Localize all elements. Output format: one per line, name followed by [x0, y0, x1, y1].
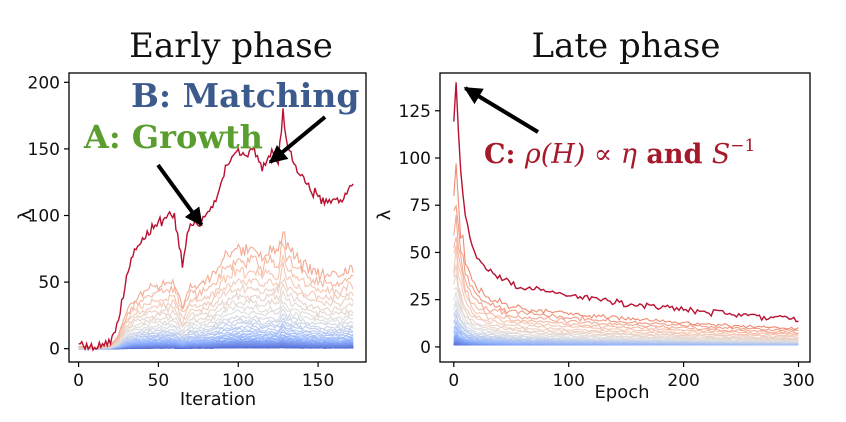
late-phase-arrows: [463, 86, 540, 134]
late-y-tick-label: 100: [399, 149, 431, 169]
late-series-line: [453, 286, 799, 341]
late-phase-y-label: λ: [374, 209, 395, 220]
late-series-line: [453, 204, 799, 332]
late-annotation-arrow: [463, 86, 540, 134]
late-phase-x-label: Epoch: [594, 382, 649, 403]
late-x-tick-label: 100: [552, 371, 584, 391]
early-series-line: [78, 240, 354, 349]
early-series-line: [78, 108, 354, 352]
annotation-c-formula: ρ(H) ∝ η: [524, 139, 637, 170]
late-x-tick-label: 200: [667, 371, 699, 391]
annotation-c-and: and: [637, 139, 712, 170]
late-series-line: [453, 247, 799, 339]
late-phase-panel: Late phase 0 100 200 300 0 25 50 75 100 125 Epoch…: [374, 26, 815, 403]
late-y-tick-label: 0: [420, 338, 431, 358]
early-y-tick-label: 50: [38, 273, 60, 293]
annotation-c-prefix: C:: [484, 139, 525, 170]
late-y-tick-label: 25: [409, 291, 431, 311]
annotation-c-s: S: [712, 139, 731, 170]
late-phase-lines: [453, 82, 799, 346]
late-phase-axes-frame: [439, 72, 811, 363]
annotation-c-label: C: ρ(H) ∝ η and S−1: [484, 136, 755, 170]
late-series-line: [453, 245, 799, 337]
early-series-line: [78, 298, 354, 349]
late-series-line: [453, 82, 799, 323]
early-phase-axes-frame: [68, 72, 367, 363]
early-y-tick-label: 0: [49, 340, 60, 360]
early-phase-arrows: [156, 115, 327, 227]
early-phase-y-label: λ: [15, 209, 36, 220]
early-phase-ticks: 0 50 100 150 0 50 100 150 200: [28, 73, 335, 391]
early-x-tick-label: 150: [302, 371, 334, 391]
late-phase-ticks: 0 100 200 300 0 25 50 75 100 125: [399, 102, 815, 391]
late-y-tick-label: 125: [399, 102, 431, 122]
early-phase-lines: [78, 108, 354, 352]
early-series-line: [78, 231, 354, 348]
early-phase-x-label: Iteration: [180, 389, 256, 410]
early-annotation-arrow: [156, 163, 204, 227]
early-x-tick-label: 50: [148, 371, 170, 391]
early-annotation-arrow: [268, 115, 327, 164]
early-y-tick-label: 200: [28, 73, 60, 93]
early-phase-panel: Early phase 0 50 100 150 0 50 100 150 200 Iterat…: [15, 26, 367, 410]
annotation-a-growth: A: Growth: [83, 118, 263, 156]
late-series-line: [453, 214, 799, 334]
early-series-line: [78, 289, 354, 349]
late-y-tick-label: 75: [409, 196, 431, 216]
late-y-tick-label: 50: [409, 243, 431, 263]
early-x-tick-label: 100: [222, 371, 254, 391]
late-series-line: [453, 163, 799, 330]
late-series-line: [453, 236, 799, 335]
early-series-line: [78, 262, 354, 349]
early-series-line: [78, 282, 354, 349]
early-y-tick-label: 150: [28, 140, 60, 160]
late-series-line: [453, 264, 799, 339]
early-x-tick-label: 0: [73, 371, 84, 391]
late-x-tick-label: 300: [782, 371, 814, 391]
late-phase-title: Late phase: [532, 26, 721, 66]
early-series-line: [78, 320, 354, 350]
annotation-c-exponent: −1: [730, 136, 755, 156]
early-series-line: [78, 305, 354, 349]
early-phase-title: Early phase: [129, 26, 333, 66]
late-x-tick-label: 0: [448, 371, 459, 391]
late-series-line: [453, 325, 799, 346]
annotation-b-matching: B: Matching: [131, 76, 359, 115]
early-y-tick-label: 100: [28, 207, 60, 227]
early-series-line: [78, 328, 354, 350]
early-series-line: [78, 277, 354, 349]
late-series-line: [453, 273, 799, 341]
early-series-line: [78, 316, 354, 350]
late-series-line: [453, 312, 799, 345]
early-series-line: [78, 313, 354, 350]
early-series-line: [78, 334, 354, 350]
